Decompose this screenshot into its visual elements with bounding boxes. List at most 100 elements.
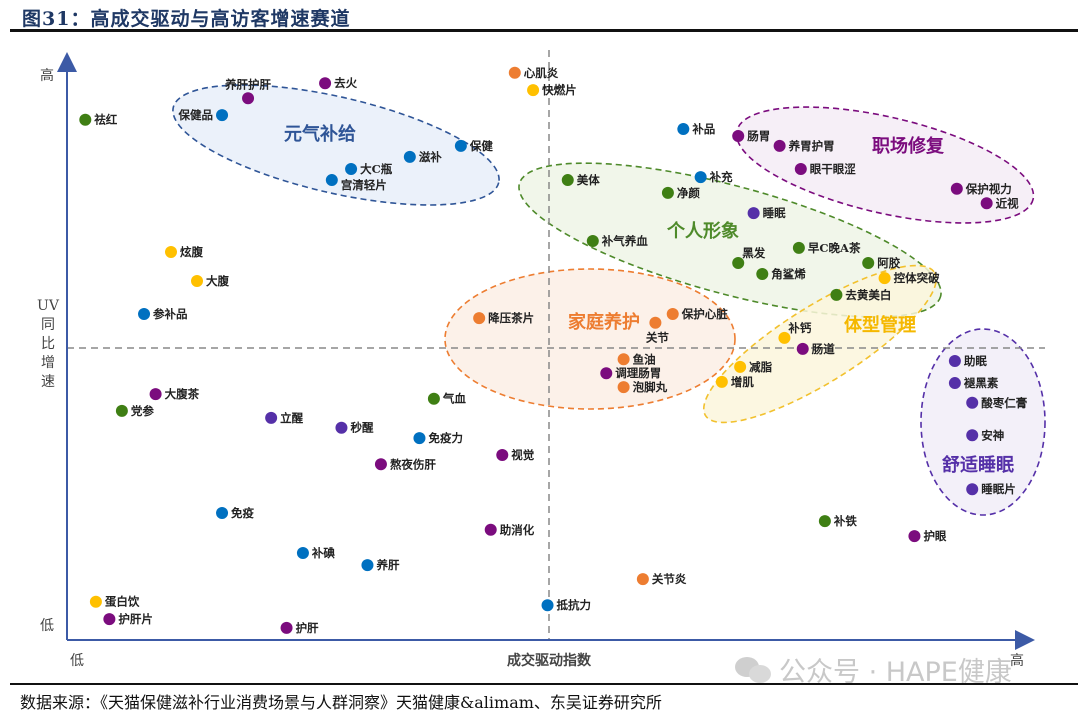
cluster-label-zhichang: 职场修复 <box>872 135 945 157</box>
data-point-label: 免疫 <box>231 506 254 520</box>
data-point <box>191 274 204 287</box>
source-note: 数据来源：《天猫保健滋补行业消费场景与人群洞察》天猫健康&alimam、东吴证券… <box>20 693 662 712</box>
data-point-label: 补充 <box>709 170 733 184</box>
data-point-label: 角鲨烯 <box>771 267 806 281</box>
data-point <box>732 129 745 142</box>
data-point <box>600 367 613 380</box>
watermark-text: 公众号 · HAPE健康 <box>779 657 1012 688</box>
data-point <box>561 174 574 187</box>
data-point-label: 熬夜伤肝 <box>390 457 436 471</box>
x-axis-low: 低 <box>70 653 84 669</box>
data-point <box>115 404 128 417</box>
data-point-label: 护眼 <box>923 529 946 543</box>
data-point <box>280 621 293 634</box>
data-point <box>89 595 102 608</box>
data-point-label: 视觉 <box>511 448 534 462</box>
data-point-label: 酸枣仁膏 <box>981 396 1027 410</box>
cluster-ellipse-shuimian <box>920 328 1046 516</box>
data-point-label: 补气养血 <box>601 234 648 248</box>
data-point-label: 秒醒 <box>350 421 373 435</box>
data-point-label: 美体 <box>577 173 600 187</box>
data-point-label: 增肌 <box>731 375 754 389</box>
data-point <box>773 139 786 152</box>
data-point <box>694 171 707 184</box>
x-axis-high: 高 <box>1010 652 1024 669</box>
data-point-label: 立醒 <box>280 411 303 425</box>
data-point <box>796 342 809 355</box>
data-point <box>265 411 278 424</box>
data-point-label: 祛红 <box>94 113 117 127</box>
data-point <box>473 312 486 325</box>
data-point <box>756 268 769 281</box>
data-point <box>335 421 348 434</box>
data-point <box>948 377 961 390</box>
data-point-label: 褪黑素 <box>963 376 999 390</box>
data-point <box>862 257 875 269</box>
data-point <box>79 113 92 126</box>
data-point-label: 滋补 <box>419 150 442 164</box>
data-point <box>541 599 554 612</box>
data-point-label: 减脂 <box>749 360 772 374</box>
data-point <box>319 77 332 90</box>
bottom-rule <box>10 683 1078 685</box>
data-point <box>666 308 679 321</box>
data-point-label: 黑发 <box>742 246 765 260</box>
top-rule <box>10 29 1078 32</box>
data-point-label: 大C瓶 <box>360 162 393 176</box>
wechat-icon <box>735 655 773 685</box>
cluster-ellipse-tixing <box>702 264 938 424</box>
data-point-label: 护肝 <box>296 621 319 635</box>
data-point-label: 炫腹 <box>180 245 203 259</box>
data-point-label: 降压茶片 <box>488 311 534 325</box>
data-point-label: 控体突破 <box>894 271 940 285</box>
watermark: 公众号 · HAPE健康 <box>735 650 1012 689</box>
cluster-label-shuimian: 舒适睡眠 <box>942 454 1014 476</box>
data-point <box>165 245 178 258</box>
data-point <box>794 163 807 176</box>
data-point-label: 参补品 <box>152 307 188 321</box>
cluster-label-tixing: 体型管理 <box>844 314 916 336</box>
data-point <box>149 388 162 401</box>
data-point-label: 蛋白饮 <box>105 595 140 609</box>
data-point-label: 保健 <box>469 139 493 153</box>
data-point-label: 去火 <box>334 76 357 90</box>
data-point-label: 关节 <box>646 331 669 345</box>
data-point <box>747 207 760 220</box>
data-point <box>361 559 374 572</box>
data-point <box>948 355 961 368</box>
data-point-label: 关节炎 <box>652 572 687 586</box>
data-point <box>792 241 805 254</box>
data-point-label: 睡眠片 <box>981 482 1016 496</box>
data-point <box>296 547 309 559</box>
y-axis-title: UV 同比增速 <box>37 298 60 390</box>
data-point-label: 保健品 <box>178 108 214 122</box>
data-point <box>966 483 979 496</box>
data-point-label: 肠道 <box>812 342 835 356</box>
data-point-label: 调理肠胃 <box>615 366 661 380</box>
data-point-label: 补铁 <box>833 514 857 528</box>
data-point <box>649 316 662 329</box>
data-point <box>103 613 116 626</box>
data-point-label: 补品 <box>691 122 715 136</box>
data-point <box>818 515 831 528</box>
data-point-label: 阿胶 <box>877 256 900 270</box>
data-point <box>138 308 151 321</box>
data-point-label: 保护视力 <box>965 182 1012 196</box>
cluster-label-yuanqi: 元气补给 <box>284 123 356 145</box>
data-point-label: 快燃片 <box>541 83 577 97</box>
cluster-ellipse-yuanqi <box>172 84 500 206</box>
data-point-label: 去黄美白 <box>845 288 891 302</box>
data-point <box>908 530 921 543</box>
data-point <box>586 234 599 247</box>
cluster-ellipse-jiating <box>444 268 736 410</box>
data-point <box>980 197 993 210</box>
data-point <box>715 375 728 388</box>
data-point-label: 补钙 <box>787 321 811 335</box>
data-point-label: 早C晚A茶 <box>808 241 861 255</box>
data-point <box>966 396 979 409</box>
data-point-label: 鱼油 <box>633 352 656 366</box>
data-point-label: 睡眠 <box>763 206 786 220</box>
data-point <box>966 429 979 442</box>
data-point-label: 净颜 <box>677 186 700 200</box>
